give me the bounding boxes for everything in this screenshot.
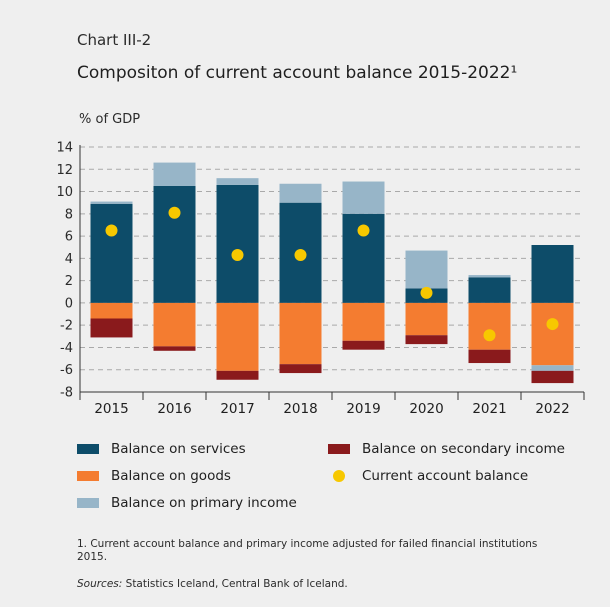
sources-note: Sources: Statistics Iceland, Central Ban… (77, 578, 348, 590)
y-tick-label: 8 (65, 207, 73, 222)
bar-balance-on-services-2017 (216, 184, 259, 303)
x-tick-label: 2022 (535, 401, 569, 417)
legend-swatch-primary-income (77, 498, 99, 508)
y-tick-label: -2 (60, 319, 73, 334)
bar-balance-on-primary-income-2019 (342, 181, 385, 214)
legend-item-services: Balance on services (77, 441, 246, 457)
bar-balance-on-primary-income-2020 (405, 250, 448, 289)
bar-balance-on-secondary-income-2015 (90, 318, 133, 338)
point-current-account-2020 (420, 286, 433, 299)
bar-balance-on-secondary-income-2021 (468, 349, 511, 364)
point-current-account-2017 (231, 249, 244, 262)
bar-balance-on-goods-2015 (90, 302, 133, 319)
y-tick-label: -6 (60, 363, 73, 378)
x-tick-label: 2016 (157, 401, 191, 417)
legend-swatch-goods (77, 471, 99, 481)
x-tick-label: 2015 (94, 401, 128, 417)
bar-balance-on-secondary-income-2020 (405, 335, 448, 345)
chart-title: Compositon of current account balance 20… (77, 63, 518, 83)
point-current-account-2022 (546, 318, 559, 331)
point-current-account-2018 (294, 249, 307, 262)
bar-balance-on-primary-income-2018 (279, 183, 322, 203)
point-current-account-2019 (357, 224, 370, 237)
sources-text: Statistics Iceland, Central Bank of Icel… (122, 578, 348, 590)
legend-label-secondary-income: Balance on secondary income (362, 441, 565, 457)
legend-item-primary-income: Balance on primary income (77, 495, 297, 511)
y-axis-unit-label: % of GDP (79, 112, 141, 127)
bar-balance-on-goods-2016 (153, 302, 196, 347)
bar-balance-on-secondary-income-2018 (279, 364, 322, 374)
y-tick-label: 14 (56, 141, 73, 156)
point-current-account-2021 (483, 329, 496, 342)
y-tick-label: 0 (65, 296, 73, 311)
y-tick-label: 4 (65, 252, 73, 267)
bar-balance-on-primary-income-2016 (153, 162, 196, 186)
bar-balance-on-goods-2019 (342, 302, 385, 341)
y-tick-label: 12 (56, 163, 73, 178)
legend-label-primary-income: Balance on primary income (111, 495, 297, 511)
bar-balance-on-secondary-income-2019 (342, 340, 385, 350)
y-tick-label: 2 (65, 274, 73, 289)
chart-number: Chart III-2 (77, 31, 152, 49)
legend-swatch-secondary-income (328, 444, 350, 454)
point-current-account-2015 (105, 224, 118, 237)
bar-balance-on-goods-2022 (531, 302, 574, 366)
bar-chart: 14 12 10 8 6 4 2 0 -2 -4 -6 -8 2015 2016 2017 2018 2019 2… (56, 141, 585, 417)
bar-balance-on-goods-2021 (468, 302, 511, 350)
x-tick-label: 2020 (409, 401, 443, 417)
bar-balance-on-primary-income-2021 (468, 275, 511, 278)
legend-item-goods: Balance on goods (77, 468, 231, 484)
bar-balance-on-services-2015 (90, 203, 133, 303)
x-tick-label: 2021 (472, 401, 506, 417)
bar-balance-on-secondary-income-2017 (216, 370, 259, 380)
bar-balance-on-goods-2018 (279, 302, 322, 365)
sources-label: Sources: (77, 578, 123, 590)
x-tick-label: 2019 (346, 401, 380, 417)
x-tick-label: 2018 (283, 401, 317, 417)
legend-swatch-current-account (333, 470, 345, 482)
legend-item-secondary-income: Balance on secondary income (328, 441, 565, 457)
legend-label-services: Balance on services (111, 441, 246, 457)
bar-balance-on-goods-2020 (405, 302, 448, 336)
y-tick-label: 10 (56, 185, 73, 200)
bar-balance-on-primary-income-2015 (90, 201, 133, 204)
bar-balance-on-secondary-income-2016 (153, 346, 196, 351)
bar-balance-on-services-2022 (531, 245, 574, 303)
y-tick-label: 6 (65, 230, 73, 245)
bar-balance-on-primary-income-2022 (531, 365, 574, 371)
legend-swatch-services (77, 444, 99, 454)
legend-label-goods: Balance on goods (111, 468, 231, 484)
bar-balance-on-primary-income-2017 (216, 178, 259, 185)
legend-label-current-account: Current account balance (362, 468, 529, 484)
bar-balance-on-secondary-income-2022 (531, 370, 574, 384)
bar-balance-on-services-2016 (153, 185, 196, 303)
footnote: 1. Current account balance and primary i… (77, 538, 538, 563)
legend-item-current-account: Current account balance (328, 468, 528, 484)
bar-balance-on-services-2021 (468, 277, 511, 303)
point-current-account-2016 (168, 206, 181, 219)
y-tick-label: -8 (60, 386, 73, 401)
x-tick-label: 2017 (220, 401, 254, 417)
bar-balance-on-goods-2017 (216, 302, 259, 371)
y-tick-label: -4 (60, 341, 73, 356)
